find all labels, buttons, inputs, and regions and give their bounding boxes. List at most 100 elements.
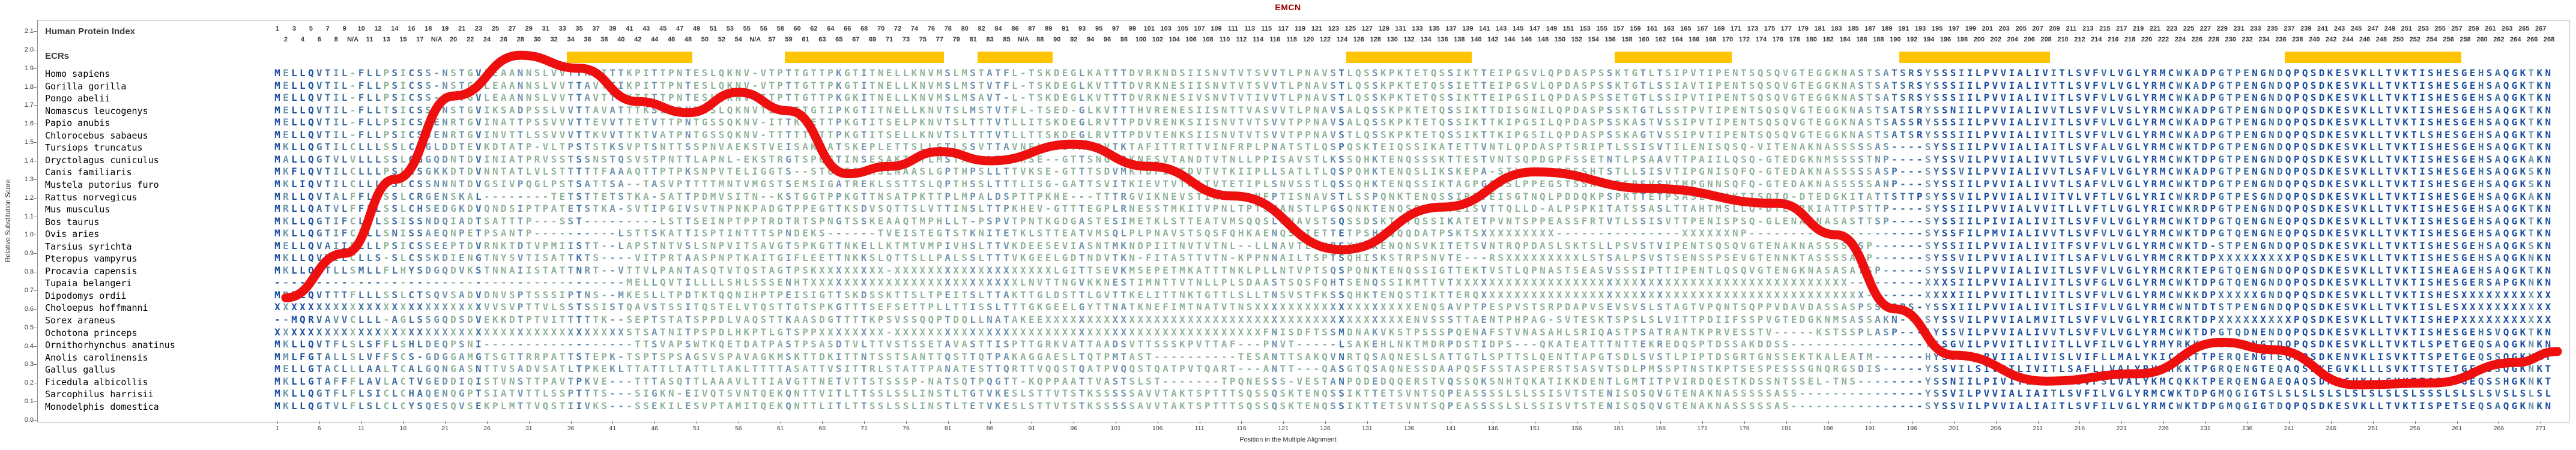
ruler-number: 28	[516, 36, 524, 43]
ruler-number: 150	[1554, 36, 1566, 43]
ruler-number: 227	[2200, 25, 2211, 32]
x-axis-tick-label: 241	[2284, 425, 2295, 432]
x-axis-tick-label: 181	[1781, 425, 1792, 432]
ruler-number: 143	[1495, 25, 1507, 32]
ecr-block[interactable]	[977, 52, 1053, 63]
species-label: Chlorocebus sabaeus	[45, 130, 148, 141]
species-label: Homo sapiens	[45, 68, 110, 79]
y-axis-tick	[34, 364, 37, 365]
ruler-number: N/A	[749, 36, 761, 43]
x-axis-tick-label: 11	[358, 425, 365, 432]
ruler-number: 61	[802, 36, 809, 43]
x-axis-tick-label: 201	[1949, 425, 1959, 432]
ruler-number: 35	[575, 25, 583, 32]
ruler-number: 164	[1672, 36, 1683, 43]
ecr-block[interactable]	[1346, 52, 1472, 63]
ruler-number: 78	[944, 25, 952, 32]
ruler-number: 183	[1831, 25, 1842, 32]
x-axis-tick	[1954, 421, 1955, 424]
ruler-number: 211	[2066, 25, 2077, 32]
ruler-number: 101	[1143, 25, 1155, 32]
ruler-number: 169	[1713, 25, 1725, 32]
ruler-number: 248	[2375, 36, 2387, 43]
y-axis-tick-label: 1.9	[24, 64, 34, 72]
ruler-number: 46	[667, 36, 676, 43]
ruler-number: 106	[1185, 36, 1197, 43]
ruler-number: 240	[2309, 36, 2320, 43]
ruler-number: 44	[651, 36, 659, 43]
x-axis-tick	[361, 421, 362, 424]
ruler-number: 60	[793, 25, 801, 32]
x-axis-tick	[948, 421, 949, 424]
ruler-number: 55	[743, 25, 751, 32]
x-axis-tick-label: 206	[1991, 425, 2001, 432]
ruler-number: 24	[483, 36, 491, 43]
page-title: EMCN	[1275, 2, 1301, 12]
ruler-number: 114	[1253, 36, 1264, 43]
ruler-number: 136	[1437, 36, 1448, 43]
ruler-number: 7	[325, 25, 330, 32]
species-label: Nomascus leucogenys	[45, 105, 148, 116]
x-axis-tick-label: 186	[1822, 425, 1834, 432]
ruler-number: 71	[885, 36, 893, 43]
x-axis-tick-label: 156	[1571, 425, 1582, 432]
ruler-number: 185	[1848, 25, 1859, 32]
ecr-block[interactable]	[784, 52, 944, 63]
ruler-number: 204	[2007, 36, 2018, 43]
y-axis-tick-label: 0.5	[24, 323, 34, 331]
ruler-number: 231	[2233, 25, 2245, 32]
ruler-number: 154	[1588, 36, 1599, 43]
species-label: Tursiops truncatus	[45, 142, 143, 154]
ruler-number: 165	[1680, 25, 1692, 32]
ruler-number: 177	[1780, 25, 1792, 32]
ecr-block[interactable]	[1614, 52, 1732, 63]
x-axis-tick-label: 191	[1864, 425, 1876, 432]
ruler-number: 75	[919, 36, 927, 43]
x-axis-tick-label: 96	[1070, 425, 1078, 432]
y-axis-tick-label: 1.5	[24, 139, 34, 146]
y-axis-tick	[34, 142, 37, 143]
ecr-block[interactable]	[566, 52, 692, 63]
ruler-number: 31	[542, 25, 549, 32]
ruler-number: 100	[1135, 36, 1147, 43]
x-axis-tick	[1744, 421, 1745, 424]
ruler-number: 130	[1386, 36, 1398, 43]
ruler-number: 195	[1931, 25, 1943, 32]
x-axis-tick-label: 71	[860, 425, 868, 432]
ruler-number: 80	[961, 25, 969, 32]
ruler-number: 110	[1219, 36, 1230, 43]
ruler-number: 62	[810, 25, 818, 32]
ruler-number: 87	[1028, 25, 1036, 32]
x-axis-tick-label: 176	[1739, 425, 1750, 432]
ruler-number: 191	[1898, 25, 1909, 32]
ruler-number: 6	[317, 36, 321, 43]
x-axis-tick	[864, 421, 865, 424]
ruler-number: 237	[2284, 25, 2295, 32]
ruler-number: 239	[2300, 25, 2312, 32]
ruler-number: 147	[1529, 25, 1541, 32]
ruler-number: 140	[1471, 36, 1482, 43]
ruler-number: 152	[1571, 36, 1582, 43]
ruler-number: 43	[642, 25, 650, 32]
ruler-number: 107	[1194, 25, 1205, 32]
ruler-number: 19	[441, 25, 449, 32]
ruler-number: N/A	[347, 36, 359, 43]
x-axis-tick-label: 86	[986, 425, 994, 432]
ecr-block[interactable]	[1899, 52, 2051, 63]
ruler-number: 219	[2132, 25, 2144, 32]
ruler-number: 223	[2166, 25, 2178, 32]
ruler-number: 134	[1420, 36, 1432, 43]
ruler-number: 94	[1086, 36, 1095, 43]
ruler-number: 72	[893, 25, 902, 32]
species-label: Sarcophilus harrisii	[45, 389, 154, 400]
y-axis-tick-label: 0.0	[24, 416, 34, 424]
x-axis-tick-label: 146	[1487, 425, 1498, 432]
ruler-number: 120	[1302, 36, 1314, 43]
ruler-number: 255	[2434, 25, 2446, 32]
ruler-number: 137	[1445, 25, 1457, 32]
ecr-block[interactable]	[2285, 52, 2461, 63]
